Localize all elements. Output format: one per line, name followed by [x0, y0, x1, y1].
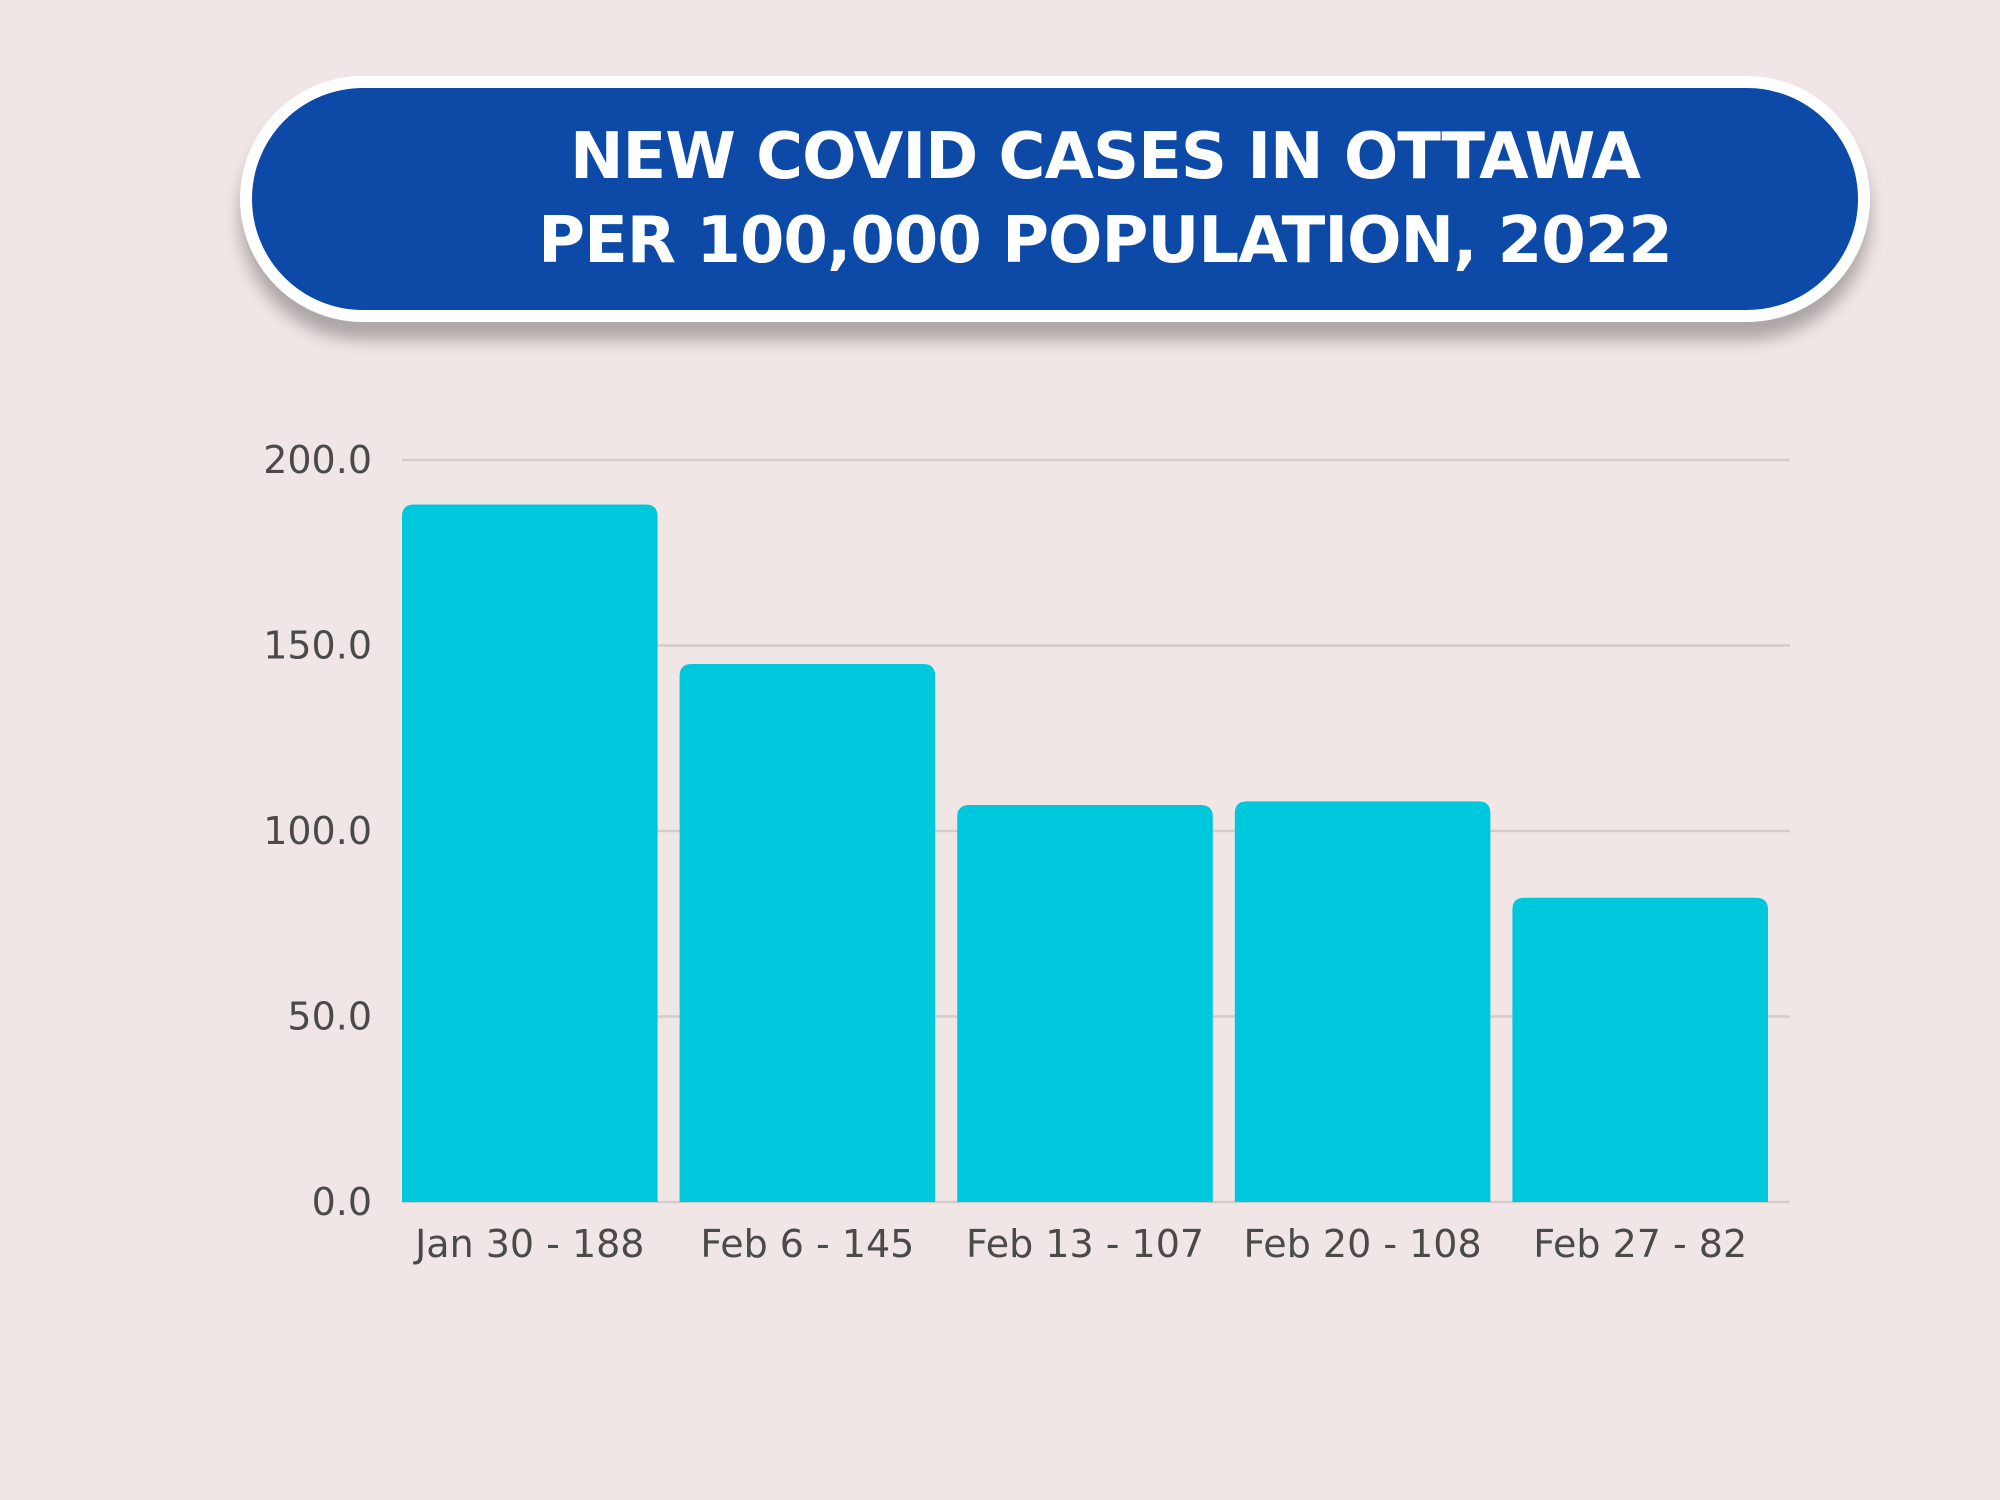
y-tick-label: 100.0	[263, 809, 372, 853]
bars	[402, 504, 1768, 1202]
x-tick-label: Feb 20 - 108	[1244, 1222, 1482, 1266]
bar	[1234, 801, 1491, 1202]
chart-title-line-1: NEW COVID CASES IN OTTAWA	[569, 120, 1641, 194]
x-tick-label: Feb 27 - 82	[1533, 1222, 1747, 1266]
chart-title-line-2: PER 100,000 POPULATION, 2022	[538, 204, 1673, 278]
x-tick-label: Jan 30 - 188	[413, 1222, 644, 1266]
x-axis-tick-labels: Jan 30 - 188 Feb 6 - 145 Feb 13 - 107 Feb 2…	[413, 1222, 1747, 1266]
bar	[679, 664, 936, 1202]
x-tick-label: Feb 13 - 107	[966, 1222, 1204, 1266]
y-tick-label: 0.0	[312, 1180, 372, 1224]
bar	[957, 805, 1213, 1202]
y-tick-label: 50.0	[287, 995, 372, 1039]
x-tick-label: Feb 6 - 145	[700, 1222, 914, 1266]
bar	[402, 504, 658, 1202]
bar	[1512, 897, 1768, 1202]
y-tick-label: 150.0	[263, 624, 372, 668]
y-axis-tick-labels: 0.0 50.0 100.0 150.0 200.0	[263, 438, 372, 1224]
y-tick-label: 200.0	[263, 438, 372, 482]
title-banner: NEW COVID CASES IN OTTAWA PER 100,000 PO…	[240, 76, 1870, 322]
